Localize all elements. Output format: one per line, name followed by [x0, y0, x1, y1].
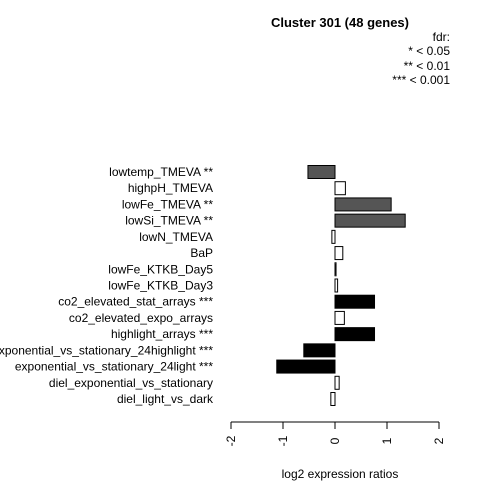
bar-2 [334, 197, 392, 212]
category-label-1: highpH_TMEVA [128, 181, 213, 195]
bar-10 [334, 327, 376, 342]
legend-entry-2: ** < 0.01 [404, 59, 451, 73]
category-label-9: co2_elevated_expo_arrays [69, 311, 213, 325]
x-axis-label: log2 expression ratios [282, 467, 399, 481]
category-label-14: diel_light_vs_dark [117, 392, 214, 406]
bar-4 [331, 229, 336, 244]
bar-14 [330, 392, 336, 406]
bar-7 [334, 278, 339, 293]
bar-6 [334, 262, 337, 277]
category-label-6: lowFe_KTKB_Day5 [108, 262, 213, 276]
legend-entry-3: *** < 0.001 [392, 73, 450, 87]
category-label-5: BaP [190, 246, 213, 260]
legend: fdr: * < 0.05 ** < 0.01 *** < 0.001 [392, 30, 450, 87]
x-axis: -2 -1 0 1 2 [224, 421, 446, 446]
x-tick-label-0: -2 [224, 435, 238, 446]
bar-5 [334, 246, 344, 261]
category-label-12: exponential_vs_stationary_24light *** [15, 360, 213, 374]
bar-11 [303, 343, 336, 358]
x-tick-label-2: 0 [328, 437, 342, 444]
x-tick-label-1: -1 [276, 435, 290, 446]
category-label-8: co2_elevated_stat_arrays *** [58, 295, 213, 309]
bar-8 [334, 294, 376, 309]
category-label-7: lowFe_KTKB_Day3 [108, 279, 213, 293]
bar-13 [334, 375, 340, 390]
legend-title: fdr: [433, 30, 450, 44]
category-label-4: lowN_TMEVA [139, 230, 213, 244]
category-label-2: lowFe_TMEVA ** [122, 197, 213, 211]
chart-title: Cluster 301 (48 genes) [271, 15, 409, 30]
bar-3 [334, 213, 406, 228]
bar-12 [276, 359, 336, 374]
bars-group [276, 165, 406, 406]
category-label-10: highlight_arrays *** [111, 327, 213, 341]
x-tick-label-4: 2 [432, 437, 446, 444]
category-labels-group: lowtemp_TMEVA ** highpH_TMEVA lowFe_TMEVA … [0, 165, 214, 406]
x-tick-label-3: 1 [380, 437, 394, 444]
legend-entry-1: * < 0.05 [408, 44, 450, 58]
bar-0 [307, 165, 336, 179]
category-label-3: lowSi_TMEVA ** [125, 214, 213, 228]
category-label-13: diel_exponential_vs_stationary [49, 376, 213, 390]
category-label-0: lowtemp_TMEVA ** [109, 165, 213, 179]
bar-9 [334, 310, 345, 325]
bar-1 [334, 181, 346, 196]
category-label-11: exponential_vs_stationary_24highlight **… [0, 343, 213, 357]
